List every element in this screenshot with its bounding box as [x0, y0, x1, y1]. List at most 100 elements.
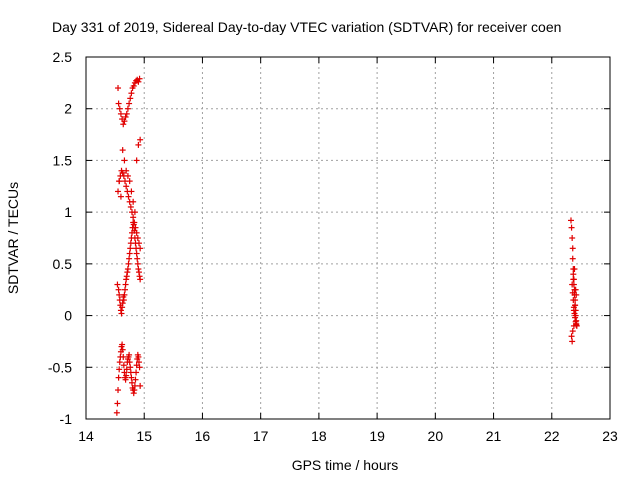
data-point [137, 245, 144, 252]
data-point [126, 250, 133, 257]
x-tick-label: 22 [544, 428, 560, 444]
data-point [569, 255, 576, 262]
data-point [570, 297, 577, 304]
y-tick-label: -0.5 [48, 359, 72, 375]
data-point [125, 260, 132, 267]
x-tick-labels: 14 15 16 17 18 19 20 21 22 23 [78, 428, 618, 444]
data-point [127, 245, 134, 252]
y-tick-label: 1 [64, 204, 72, 220]
data-point [119, 346, 126, 353]
data-point [119, 341, 126, 348]
data-point [127, 364, 134, 371]
data-point [123, 110, 130, 117]
data-point [128, 90, 135, 97]
data-point [572, 302, 579, 309]
data-point [137, 382, 144, 389]
data-point [119, 300, 126, 307]
data-point [135, 353, 142, 360]
y-tick-label: 2 [64, 101, 72, 117]
data-point [133, 369, 140, 376]
x-axis-label: GPS time / hours [292, 457, 399, 473]
data-point [119, 147, 126, 154]
x-tick-label: 15 [136, 428, 152, 444]
data-point [131, 219, 138, 226]
data-point [115, 85, 122, 92]
data-point [133, 250, 140, 257]
data-point [122, 113, 129, 120]
data-point [123, 366, 130, 373]
data-point [570, 307, 577, 314]
data-point [122, 286, 129, 293]
data-point [137, 276, 144, 283]
data-point [126, 178, 133, 185]
chart-title: Day 331 of 2019, Sidereal Day-to-day VTE… [52, 19, 561, 35]
data-point [130, 82, 137, 89]
data-point [115, 286, 122, 293]
data-point [118, 310, 125, 317]
data-point [123, 372, 130, 379]
data-point [134, 235, 141, 241]
y-tick-label: 0.5 [53, 256, 73, 272]
data-point [569, 235, 576, 241]
data-point [130, 198, 137, 205]
data-point [136, 75, 143, 82]
data-point [127, 95, 134, 102]
data-point [117, 110, 124, 117]
data-point [131, 382, 138, 389]
data-point [116, 291, 123, 298]
data-point [124, 105, 131, 112]
plot-frame [85, 56, 611, 420]
x-tick-label: 17 [253, 428, 269, 444]
data-point [569, 338, 576, 345]
x-tick-label: 16 [195, 428, 211, 444]
data-point [114, 400, 121, 407]
data-point [569, 281, 576, 288]
data-point [121, 118, 128, 125]
data-point [570, 322, 577, 329]
data-point [116, 359, 123, 366]
data-point [127, 203, 134, 210]
data-point [128, 188, 135, 195]
data-point [135, 78, 142, 85]
data-point [135, 359, 142, 366]
y-tick-label: -1 [60, 411, 73, 427]
data-point [124, 266, 131, 273]
data-point [573, 291, 580, 298]
data-point [116, 178, 123, 185]
data-point [132, 224, 139, 231]
data-point [121, 369, 128, 376]
data-point [116, 366, 123, 373]
y-tick-label: 0 [64, 308, 72, 324]
data-point [134, 260, 141, 267]
data-point [569, 289, 576, 296]
y-tick-label: 1.5 [53, 152, 73, 168]
data-point [114, 281, 121, 288]
data-point [120, 353, 127, 360]
data-point [137, 136, 144, 143]
data-point [119, 169, 126, 176]
data-point [570, 276, 577, 283]
data-point [120, 121, 127, 128]
data-point [130, 214, 137, 221]
data-point [126, 351, 133, 358]
data-point [568, 224, 575, 231]
data-point [125, 193, 132, 200]
data-point [136, 364, 143, 371]
data-point [572, 286, 579, 293]
data-point [115, 387, 122, 394]
data-point [124, 172, 131, 179]
data-point [133, 229, 140, 236]
data-point [115, 188, 122, 195]
data-points [113, 75, 580, 416]
data-point [115, 100, 122, 107]
data-point [134, 255, 141, 262]
x-tick-label: 14 [78, 428, 94, 444]
data-point [120, 362, 127, 369]
data-point [115, 374, 122, 381]
data-point [126, 255, 133, 262]
gridlines [86, 57, 610, 419]
data-point [121, 157, 128, 164]
data-point [126, 359, 133, 366]
